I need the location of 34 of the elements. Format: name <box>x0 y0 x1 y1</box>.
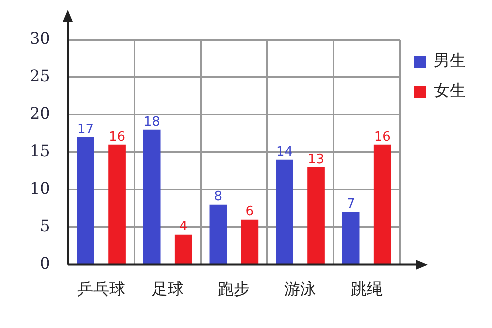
bar <box>342 212 360 264</box>
bar <box>308 167 325 264</box>
data-label: 14 <box>276 144 294 160</box>
y-tick-label: 15 <box>30 142 50 161</box>
bar <box>174 234 192 264</box>
x-tick-label: 游泳 <box>284 280 317 299</box>
bar <box>241 220 259 264</box>
bar <box>108 144 126 264</box>
data-label: 4 <box>179 220 188 235</box>
data-label: 7 <box>346 197 356 212</box>
data-label: 18 <box>144 114 160 130</box>
y-tick-label: 0 <box>40 254 50 273</box>
bar <box>143 130 161 264</box>
y-tick-label: 10 <box>30 179 50 198</box>
y-tick-label: 5 <box>40 216 50 236</box>
data-label: 17 <box>77 122 94 138</box>
data-label: 13 <box>308 152 325 168</box>
x-tick-label: 足球 <box>152 280 184 299</box>
x-tick-label: 乒乓球 <box>78 280 126 299</box>
legend-label: 女生 <box>434 81 466 100</box>
bar <box>77 137 94 264</box>
bar <box>210 204 228 264</box>
x-tick-label: 跑步 <box>218 280 250 299</box>
data-label: 16 <box>109 130 126 145</box>
y-tick-label: 20 <box>30 104 50 124</box>
data-label: 16 <box>374 130 391 145</box>
bar <box>276 160 294 264</box>
data-label: 8 <box>214 190 223 205</box>
y-tick-label: 30 <box>30 29 50 48</box>
y-tick-label: 25 <box>30 66 50 86</box>
bar <box>374 144 392 264</box>
legend-label: 男生 <box>434 51 466 70</box>
data-label: 6 <box>246 204 254 220</box>
x-tick-label: 跳绳 <box>350 280 383 299</box>
